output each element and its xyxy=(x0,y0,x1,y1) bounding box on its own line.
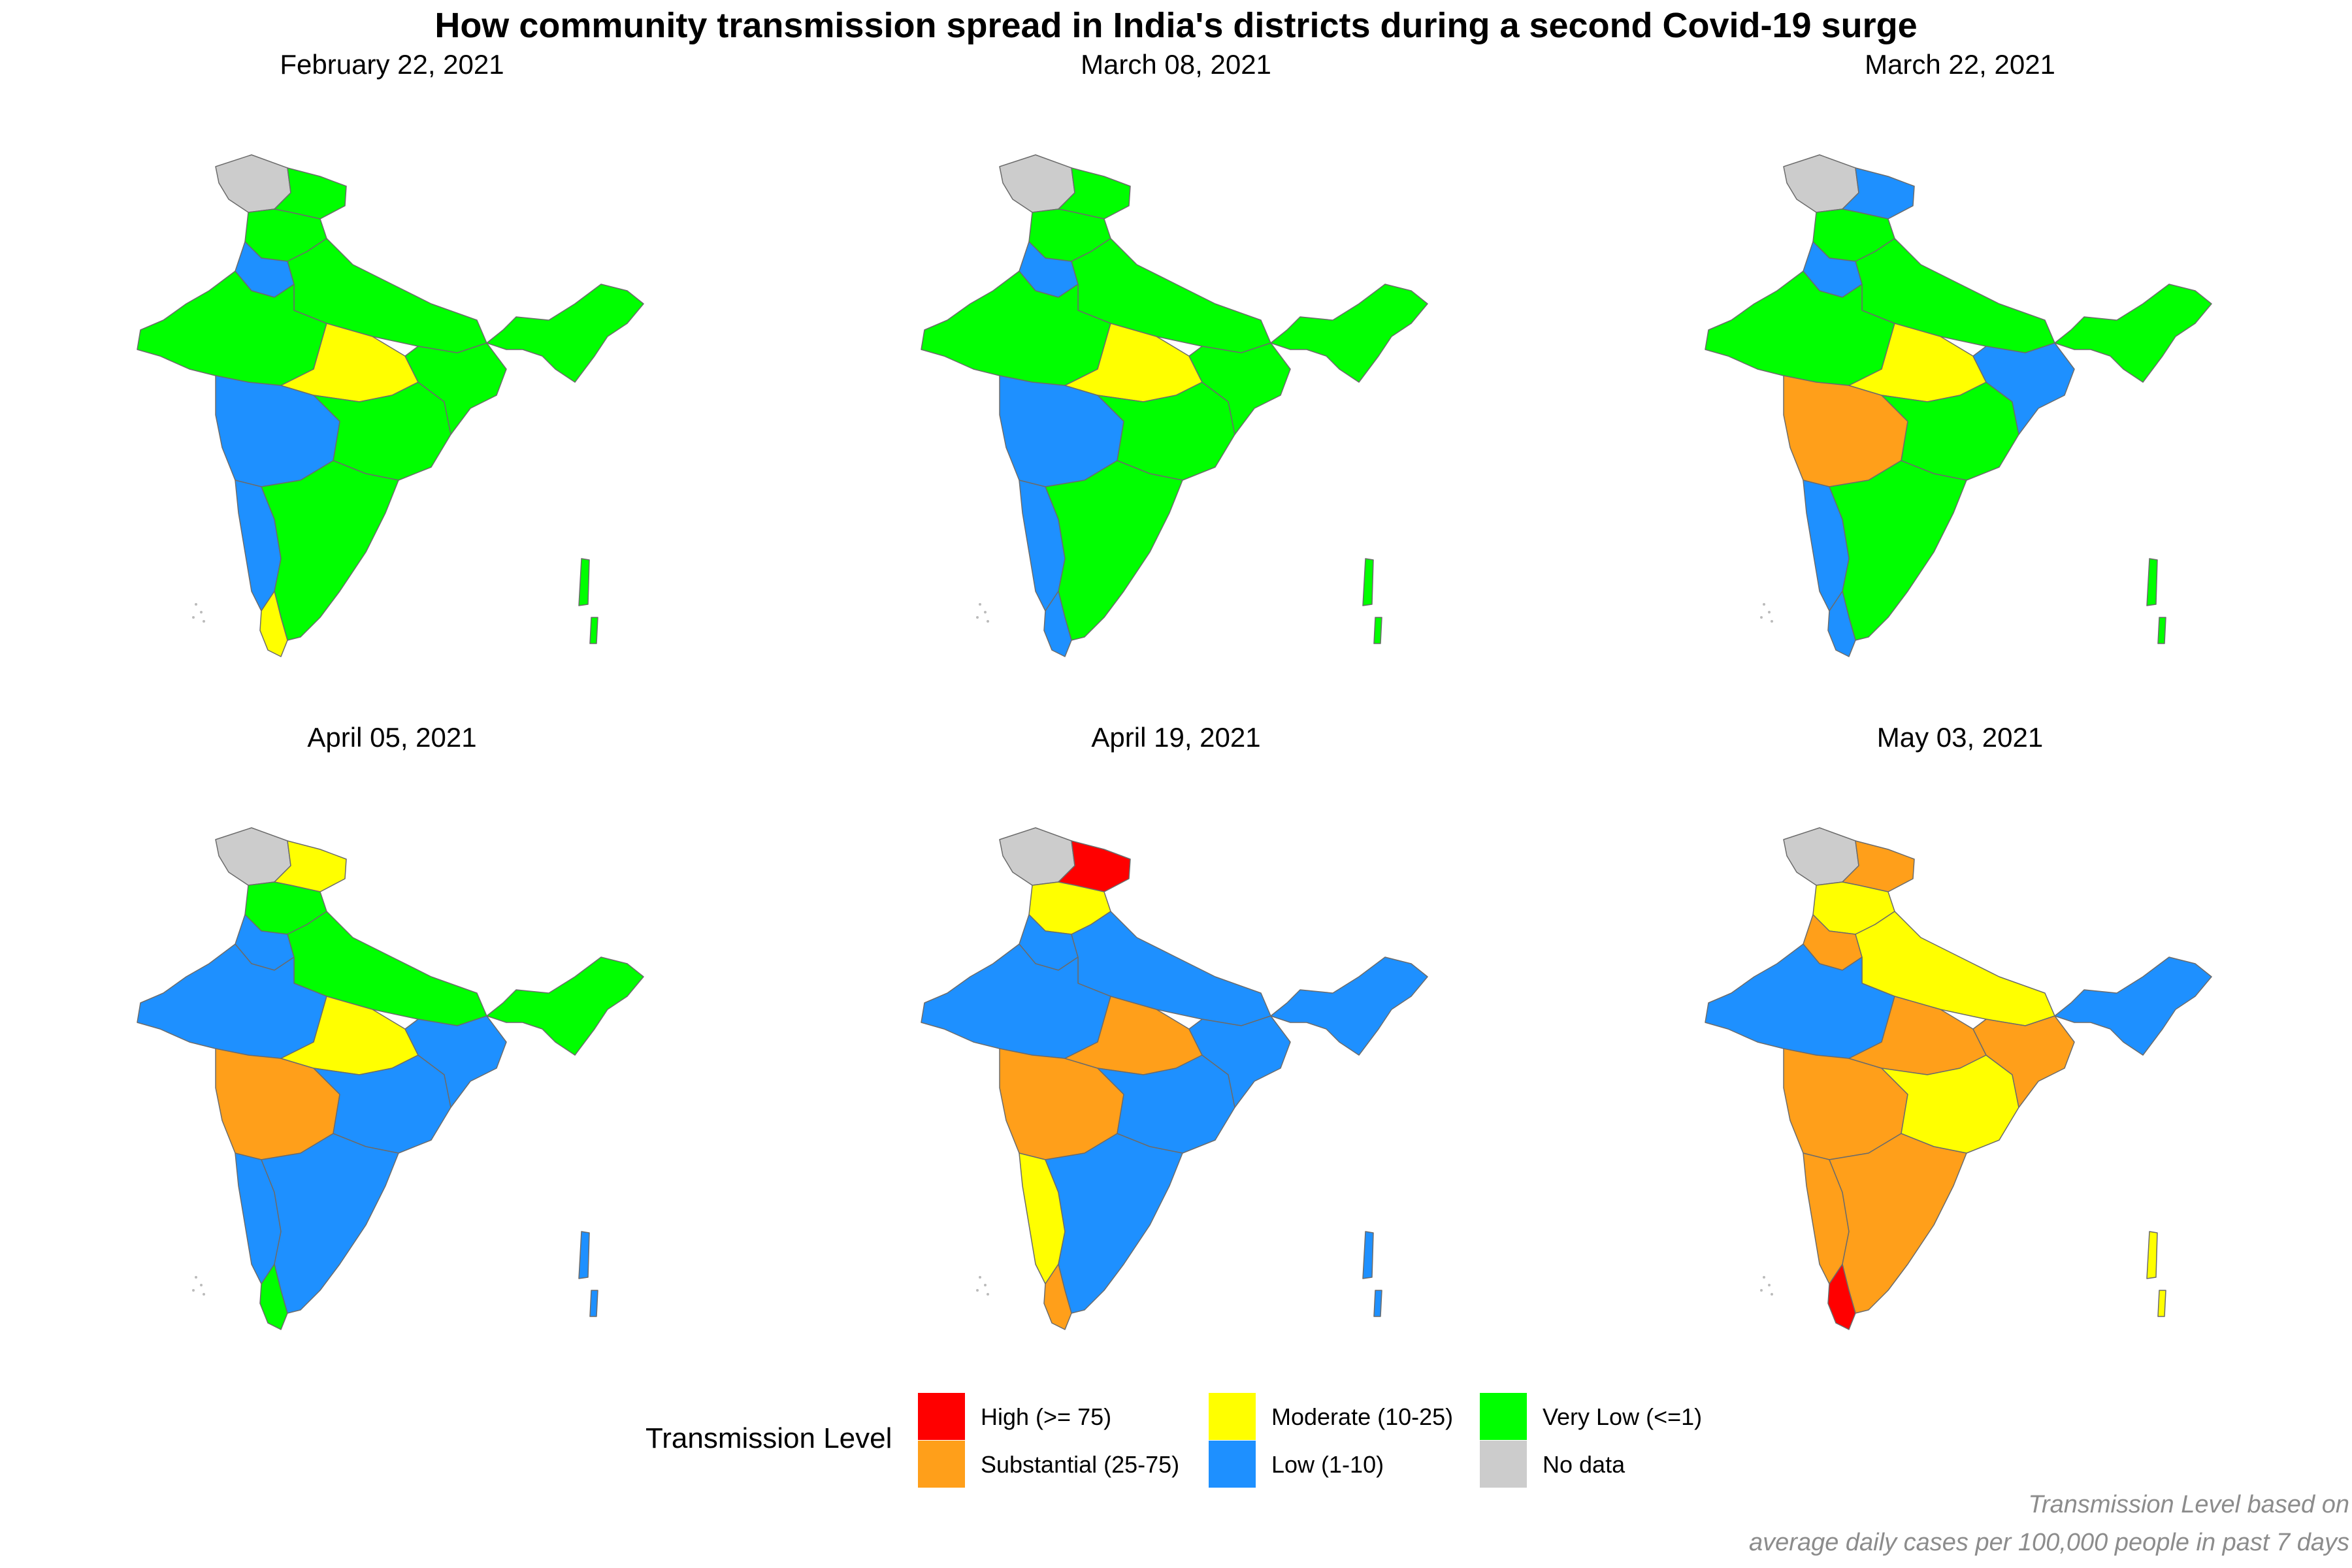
region-central xyxy=(1097,1054,1235,1154)
region-kerala xyxy=(259,1264,288,1330)
region-northeast xyxy=(2054,284,2212,383)
legend-swatch-very-low xyxy=(1480,1393,1527,1440)
lakshadweep-speck xyxy=(979,603,981,606)
lakshadweep-speck xyxy=(976,1289,979,1292)
map-panel: February 22, 2021 xyxy=(0,49,784,722)
region-andaman-islands xyxy=(1362,558,1382,644)
map-panel: March 22, 2021 xyxy=(1568,49,2352,722)
map-panel: May 03, 2021 xyxy=(1568,722,2352,1395)
region-east xyxy=(1972,1015,2075,1108)
region-south xyxy=(261,1133,399,1314)
chart-title: How community transmission spread in Ind… xyxy=(434,6,1918,45)
lakshadweep-speck xyxy=(1771,620,1773,623)
region-kerala xyxy=(1827,591,1856,657)
lakshadweep-speck xyxy=(1771,1293,1773,1296)
region-central xyxy=(313,382,451,481)
region-kerala xyxy=(1043,1264,1072,1330)
legend-label-low: Low (1-10) xyxy=(1271,1451,1384,1478)
region-south xyxy=(1829,1133,1967,1314)
region-andaman-islands xyxy=(578,558,598,644)
map-panel: April 05, 2021 xyxy=(0,722,784,1395)
lakshadweep-speck xyxy=(200,611,203,613)
legend-title: Transmission Level xyxy=(645,1422,892,1454)
india-district-map xyxy=(1705,827,2212,1330)
region-andaman-islands xyxy=(578,1231,598,1317)
region-andaman-islands xyxy=(2146,558,2166,644)
region-east xyxy=(404,342,507,435)
region-central xyxy=(1881,382,2019,481)
legend-label-very-low: Very Low (<=1) xyxy=(1543,1403,1703,1430)
india-district-map xyxy=(921,154,1428,657)
legend-label-high: High (>= 75) xyxy=(981,1403,1112,1430)
region-south xyxy=(1045,460,1183,641)
legend-swatch-high xyxy=(918,1393,965,1440)
region-central xyxy=(1097,382,1235,481)
legend-swatch-no-data xyxy=(1480,1441,1527,1488)
region-kerala xyxy=(1827,1264,1856,1330)
region-northeast xyxy=(486,284,644,383)
panel-date-title: April 05, 2021 xyxy=(307,722,477,753)
legend-swatch-low xyxy=(1209,1441,1256,1488)
lakshadweep-speck xyxy=(195,1276,197,1279)
region-andaman-islands xyxy=(2146,1231,2166,1317)
lakshadweep-speck xyxy=(195,603,197,606)
caption-line-2: average daily cases per 100,000 people i… xyxy=(1749,1529,2349,1556)
panel-date-title: May 03, 2021 xyxy=(1876,722,2044,753)
lakshadweep-speck xyxy=(192,616,195,619)
india-district-map xyxy=(1705,154,2212,657)
india-district-map xyxy=(921,827,1428,1330)
region-central xyxy=(313,1054,451,1154)
region-east xyxy=(404,1015,507,1108)
legend-label-no-data: No data xyxy=(1543,1451,1625,1478)
region-east xyxy=(1188,342,1291,435)
legend-label-moderate: Moderate (10-25) xyxy=(1271,1403,1454,1430)
lakshadweep-speck xyxy=(1768,1284,1771,1286)
lakshadweep-speck xyxy=(203,1293,205,1296)
region-northeast xyxy=(2054,956,2212,1056)
lakshadweep-speck xyxy=(987,620,989,623)
map-panel: March 08, 2021 xyxy=(784,49,1568,722)
region-northeast xyxy=(1270,956,1428,1056)
lakshadweep-speck xyxy=(1760,1289,1763,1292)
region-northeast xyxy=(1270,284,1428,383)
lakshadweep-speck xyxy=(192,1289,195,1292)
region-kerala xyxy=(259,591,288,657)
legend-swatch-moderate xyxy=(1209,1393,1256,1440)
india-district-map xyxy=(137,827,644,1330)
region-south xyxy=(261,460,399,641)
lakshadweep-speck xyxy=(1768,611,1771,613)
panel-date-title: April 19, 2021 xyxy=(1091,722,1261,753)
lakshadweep-speck xyxy=(203,620,205,623)
region-andaman-islands xyxy=(1362,1231,1382,1317)
region-east xyxy=(1972,342,2075,435)
panel-date-title: March 22, 2021 xyxy=(1865,49,2055,80)
panel-date-title: March 08, 2021 xyxy=(1081,49,1271,80)
map-panel: April 19, 2021 xyxy=(784,722,1568,1395)
region-northeast xyxy=(486,956,644,1056)
lakshadweep-speck xyxy=(1760,616,1763,619)
legend-label-substantial: Substantial (25-75) xyxy=(981,1451,1180,1478)
lakshadweep-speck xyxy=(987,1293,989,1296)
lakshadweep-speck xyxy=(984,611,987,613)
lakshadweep-speck xyxy=(984,1284,987,1286)
caption-line-1: Transmission Level based on xyxy=(2028,1491,2349,1518)
india-district-map xyxy=(137,154,644,657)
panel-date-title: February 22, 2021 xyxy=(280,49,504,80)
region-east xyxy=(1188,1015,1291,1108)
lakshadweep-speck xyxy=(1763,1276,1765,1279)
region-kerala xyxy=(1043,591,1072,657)
legend-swatch-substantial xyxy=(918,1441,965,1488)
lakshadweep-speck xyxy=(976,616,979,619)
region-central xyxy=(1881,1054,2019,1154)
lakshadweep-speck xyxy=(1763,603,1765,606)
lakshadweep-speck xyxy=(979,1276,981,1279)
lakshadweep-speck xyxy=(200,1284,203,1286)
region-south xyxy=(1045,1133,1183,1314)
region-south xyxy=(1829,460,1967,641)
